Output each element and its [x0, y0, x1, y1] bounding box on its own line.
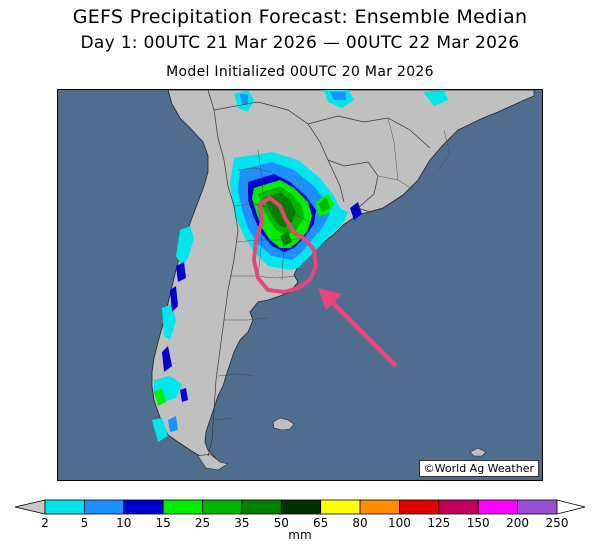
tierra-del-fuego	[197, 453, 229, 471]
model-init: Model Initialized 00UTC 20 Mar 2026	[166, 64, 434, 80]
legend-swatch	[123, 499, 164, 515]
color-legend: 2 5 10 15 25 35 50 65 80 100 125 150 200 250	[0, 496, 600, 548]
legend-swatch	[83, 499, 125, 515]
credit-label: ©World Ag Weather	[418, 460, 539, 477]
pointer-arrow	[318, 288, 398, 368]
legend-unit: mm	[288, 528, 312, 542]
legend-swatch	[477, 499, 519, 515]
legend-tick-label: 2	[41, 516, 49, 528]
province-borders	[213, 117, 451, 421]
legend-tick-label: 150	[467, 516, 490, 528]
legend-swatch	[359, 499, 400, 515]
legend-tick-label: 100	[388, 516, 411, 528]
legend-tick-label: 50	[274, 516, 289, 528]
legend-tick-label: 25	[195, 516, 210, 528]
legend-swatch	[241, 499, 282, 515]
legend-swatch	[438, 499, 479, 515]
legend-tick-label: 200	[506, 516, 529, 528]
legend-swatch	[399, 499, 440, 515]
legend-tick-label: 15	[156, 516, 171, 528]
falkland-islands	[272, 417, 295, 431]
legend-tick-label: 35	[234, 516, 249, 528]
precipitation-map: ©World Ag Weather	[57, 89, 543, 481]
legend-tick-label: 250	[546, 516, 569, 528]
legend-min-arrow	[14, 499, 46, 515]
legend-max-arrow	[556, 499, 586, 515]
country-borders	[207, 90, 431, 457]
forecast-period: Day 1: 00UTC 21 Mar 2026 — 00UTC 22 Mar …	[80, 33, 520, 53]
legend-tick-label: 65	[313, 516, 328, 528]
legend-swatch	[320, 499, 361, 515]
legend-swatch	[517, 499, 558, 515]
legend-swatch	[44, 499, 85, 515]
legend-tick-label: 80	[352, 516, 367, 528]
legend-tick-label: 5	[81, 516, 89, 528]
highlight-outline	[252, 196, 318, 294]
legend-swatch	[280, 499, 322, 515]
legend-tick-label: 125	[427, 516, 450, 528]
chart-title: GEFS Precipitation Forecast: Ensemble Me…	[72, 6, 528, 28]
legend-tick-label: 10	[116, 516, 131, 528]
legend-swatch	[162, 499, 203, 515]
south-georgia	[469, 447, 487, 457]
legend-swatch	[202, 499, 243, 515]
